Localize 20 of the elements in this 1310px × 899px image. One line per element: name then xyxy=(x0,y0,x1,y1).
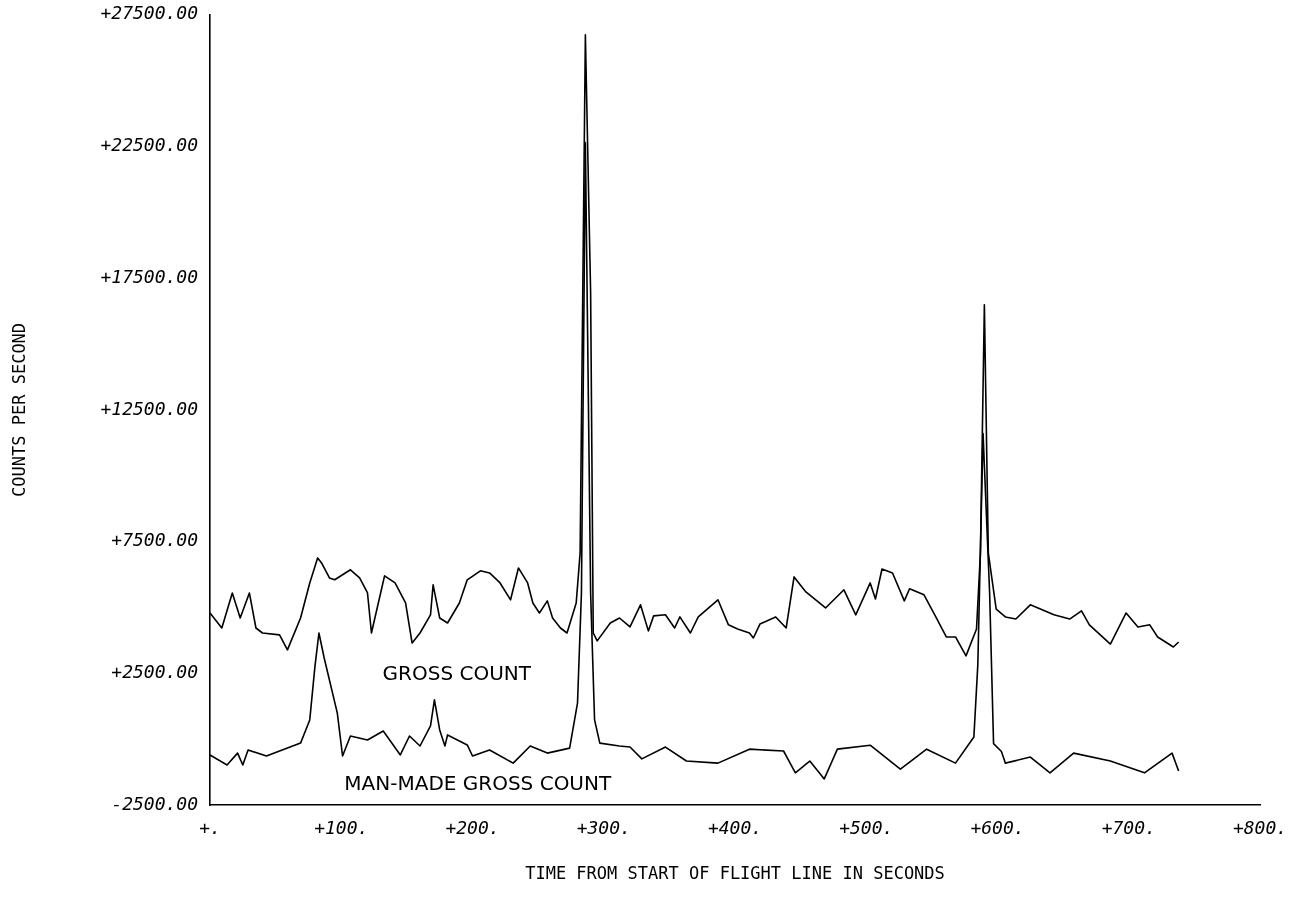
x-tick-label: +800. xyxy=(1232,817,1288,839)
y-tick-label: +22500.00 xyxy=(100,134,198,156)
x-axis-title: TIME FROM START OF FLIGHT LINE IN SECONDS xyxy=(525,863,945,884)
x-tick-label: +200. xyxy=(445,817,500,839)
y-tick-label: +7500.00 xyxy=(111,529,198,551)
x-tick-label: +300. xyxy=(576,817,631,839)
y-tick-label: +12500.00 xyxy=(100,397,198,419)
x-tick-label: +. xyxy=(199,817,221,839)
y-axis-title: COUNTS PER SECOND xyxy=(8,322,29,497)
y-tick-label: -2500.00 xyxy=(111,792,198,814)
x-tick-label: +600. xyxy=(970,817,1025,839)
y-tick-label: +27500.00 xyxy=(100,2,198,24)
series-label: MAN-MADE GROSS COUNT xyxy=(344,771,612,796)
x-tick-label: +400. xyxy=(707,817,763,839)
series-label: GROSS COUNT xyxy=(382,660,532,685)
x-tick-label: +500. xyxy=(839,817,894,839)
y-tick-label: +2500.00 xyxy=(111,660,198,682)
x-tick-label: +700. xyxy=(1101,817,1156,839)
y-tick-label: +17500.00 xyxy=(100,265,198,287)
x-tick-label: +100. xyxy=(314,817,369,839)
